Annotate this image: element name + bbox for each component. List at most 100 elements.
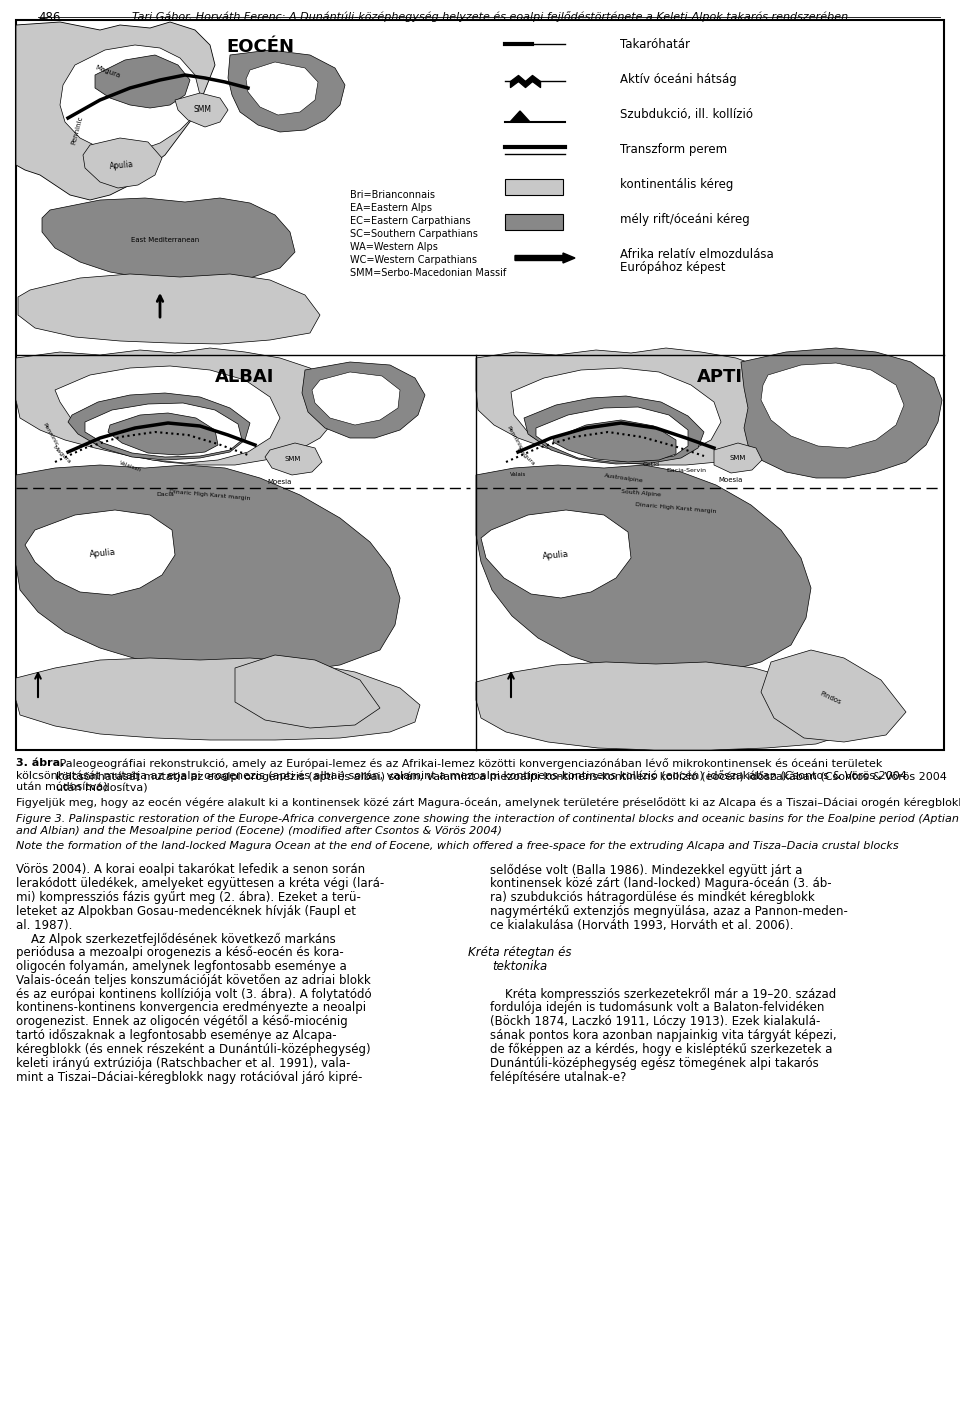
Text: WC=Western Carpathians: WC=Western Carpathians: [350, 255, 477, 265]
Polygon shape: [16, 22, 215, 200]
Text: Valais: Valais: [510, 472, 526, 478]
Text: EA=Eastern Alps: EA=Eastern Alps: [350, 203, 432, 213]
Text: APTI: APTI: [697, 367, 743, 386]
Text: mint a Tiszai–Dáciai-kéregblokk nagy rotációval járó kipré-: mint a Tiszai–Dáciai-kéregblokk nagy rot…: [16, 1071, 362, 1084]
Text: Magura: Magura: [516, 447, 537, 467]
Text: Tari Gábor, Horváth Ferenc: A Dunántúli-középhegység helyzete és eoalpi fejlődés: Tari Gábor, Horváth Ferenc: A Dunántúli-…: [132, 11, 848, 22]
Text: kontinensek közé zárt (land-locked) Magura-óceán (3. áb-: kontinensek közé zárt (land-locked) Magu…: [490, 878, 831, 890]
Polygon shape: [246, 62, 318, 115]
Polygon shape: [175, 93, 228, 128]
Text: Kréta rétegtan és: Kréta rétegtan és: [468, 946, 572, 959]
Text: mi) kompressziós fázis gyűrt meg (2. ábra). Ezeket a terü-: mi) kompressziós fázis gyűrt meg (2. ábr…: [16, 892, 361, 904]
Text: Figyeljük meg, hogy az eocén végére alakult ki a kontinensek közé zárt Magura-óc: Figyeljük meg, hogy az eocén végére alak…: [16, 798, 960, 809]
Text: Apulia: Apulia: [89, 547, 116, 558]
Polygon shape: [85, 402, 242, 457]
Text: Dinaric High Karst margin: Dinaric High Karst margin: [636, 502, 717, 515]
Text: Európához képest: Európához képest: [620, 261, 726, 273]
Polygon shape: [95, 55, 190, 108]
Polygon shape: [510, 111, 530, 122]
Polygon shape: [235, 655, 380, 728]
Bar: [505, 179, 563, 195]
Text: Dunántúli-középhegység egész tömegének alpi takarós: Dunántúli-középhegység egész tömegének a…: [490, 1057, 819, 1070]
Text: EOCÉN: EOCÉN: [226, 38, 294, 56]
Text: Dacia: Dacia: [156, 492, 174, 498]
Text: Takaróhatár: Takaróhatár: [620, 38, 690, 50]
Polygon shape: [476, 348, 794, 465]
Text: és az európai kontinens kollíziója volt (3. ábra). A folytatódó: és az európai kontinens kollíziója volt …: [16, 987, 372, 1001]
Text: Paleogeográfiai rekonstrukció, amely az Európai-lemez és az Afrikai-lemez között: Paleogeográfiai rekonstrukció, amely az …: [56, 758, 947, 794]
Text: (Böckh 1874, Laczkó 1911, Lóczy 1913). Ezek kialakulá-: (Böckh 1874, Laczkó 1911, Lóczy 1913). E…: [490, 1015, 821, 1028]
Text: al. 1987).: al. 1987).: [16, 918, 72, 932]
Text: tartó időszaknak a legfontosabb eseménye az Alcapa-: tartó időszaknak a legfontosabb eseménye…: [16, 1029, 337, 1042]
Text: kontinens-kontinens konvergencia eredményezte a neoalpi: kontinens-kontinens konvergencia eredmén…: [16, 1001, 366, 1015]
Text: Penninic: Penninic: [505, 425, 523, 450]
Polygon shape: [16, 465, 400, 672]
Polygon shape: [16, 348, 340, 465]
Polygon shape: [741, 348, 942, 478]
Polygon shape: [476, 465, 811, 676]
Polygon shape: [302, 362, 425, 437]
Text: Valaisan: Valaisan: [118, 461, 142, 474]
Text: ALBAI: ALBAI: [215, 367, 275, 386]
Text: orogenezist. Ennek az oligocén végétől a késő-miocénig: orogenezist. Ennek az oligocén végétől a…: [16, 1015, 348, 1029]
Polygon shape: [481, 510, 631, 599]
Polygon shape: [511, 367, 721, 463]
Text: 486: 486: [38, 11, 60, 24]
Bar: [505, 215, 563, 230]
Bar: [16, 20, 944, 750]
Polygon shape: [16, 658, 420, 740]
Text: Szubdukció, ill. kollízió: Szubdukció, ill. kollízió: [620, 108, 753, 121]
Text: Apulia: Apulia: [109, 160, 134, 171]
Text: Dinaric High Karst margin: Dinaric High Karst margin: [169, 489, 251, 501]
Text: mély rift/óceáni kéreg: mély rift/óceáni kéreg: [620, 213, 750, 226]
Polygon shape: [761, 363, 904, 449]
Text: fordulója idején is tudomásunk volt a Balaton-felvidéken: fordulója idején is tudomásunk volt a Ba…: [490, 1001, 825, 1015]
Text: keleti irányú extrúziója (Ratschbacher et al. 1991), vala-: keleti irányú extrúziója (Ratschbacher e…: [16, 1057, 350, 1070]
Text: Moesia: Moesia: [719, 477, 743, 484]
Text: nagymértékű extenzjós megnyülása, azaz a Pannon-meden-: nagymértékű extenzjós megnyülása, azaz a…: [490, 904, 848, 918]
Text: WA=Western Alps: WA=Western Alps: [350, 243, 438, 252]
Text: de főképpen az a kérdés, hogy e kisléptékű szerkezetek a: de főképpen az a kérdés, hogy e kislépté…: [490, 1043, 832, 1056]
Polygon shape: [524, 395, 704, 464]
Text: EC=Eastern Carpathians: EC=Eastern Carpathians: [350, 216, 470, 226]
Text: Magura: Magura: [95, 64, 121, 80]
Polygon shape: [60, 45, 200, 151]
Text: Vörös 2004). A korai eoalpi takarókat lefedik a senon során: Vörös 2004). A korai eoalpi takarókat le…: [16, 864, 365, 876]
Text: kéregblokk (és ennek részeként a Dunántúli-középhegység): kéregblokk (és ennek részeként a Dunántú…: [16, 1043, 371, 1056]
Text: SMM: SMM: [285, 456, 301, 463]
Polygon shape: [83, 137, 162, 188]
Text: SMM: SMM: [730, 456, 746, 461]
Text: lerakódott üledékek, amelyeket együttesen a kréta végi (lará-: lerakódott üledékek, amelyeket együttese…: [16, 878, 384, 890]
Text: ce kialakulása (Horváth 1993, Horváth et al. 2006).: ce kialakulása (Horváth 1993, Horváth et…: [490, 918, 794, 932]
Text: SC=Southern Carpathians: SC=Southern Carpathians: [350, 229, 478, 238]
Text: ra) szubdukciós hátragordülése és mindkét kéregblokk: ra) szubdukciós hátragordülése és mindké…: [490, 892, 815, 904]
Text: selődése volt (Balla 1986). Mindezekkel együtt járt a: selődése volt (Balla 1986). Mindezekkel …: [490, 864, 803, 876]
Text: Paleo-
Tethys: Paleo- Tethys: [832, 405, 860, 425]
FancyArrow shape: [515, 252, 575, 264]
Text: South Alpine: South Alpine: [621, 489, 661, 498]
Polygon shape: [714, 443, 762, 472]
Text: Afrika relatív elmozdulása: Afrika relatív elmozdulása: [620, 248, 774, 261]
Text: and Albian) and the Mesoalpine period (Eocene) (modified after Csontos & Vörös 2: and Albian) and the Mesoalpine period (E…: [16, 827, 502, 837]
Polygon shape: [108, 414, 218, 456]
Polygon shape: [18, 273, 320, 343]
Text: kontinentális kéreg: kontinentális kéreg: [620, 178, 733, 191]
Text: Pindos: Pindos: [820, 690, 843, 705]
Text: 3. ábra.: 3. ábra.: [16, 758, 64, 768]
Text: Bri=Brianconnais: Bri=Brianconnais: [350, 191, 435, 200]
Text: Valais-óceán teljes konszumációját követően az adriai blokk: Valais-óceán teljes konszumációját követ…: [16, 974, 371, 987]
Text: leteket az Alpokban Gosau-medencéknek hívják (Faupl et: leteket az Alpokban Gosau-medencéknek hí…: [16, 904, 356, 918]
Text: Apulia: Apulia: [542, 550, 569, 561]
Text: kölcsönhatását mutatja az eoalpi orogenezis (apti és albai) során, valamint a me: kölcsönhatását mutatja az eoalpi orogene…: [16, 771, 907, 781]
Text: Penninic: Penninic: [70, 115, 84, 144]
Text: tektonika: tektonika: [492, 960, 547, 973]
Polygon shape: [55, 366, 280, 463]
Text: Figure 3. Palinspastic restoration of the Europe-Africa convergence zone showing: Figure 3. Palinspastic restoration of th…: [16, 815, 960, 824]
Text: sának pontos kora azonban napjainkig vita tárgyát képezi,: sának pontos kora azonban napjainkig vit…: [490, 1029, 836, 1042]
Text: Magura: Magura: [52, 444, 72, 465]
Text: SMM: SMM: [193, 105, 211, 115]
Text: Dacia-Servin: Dacia-Servin: [666, 467, 706, 472]
Text: Az Alpok szerkezetfejlődésének következő markáns: Az Alpok szerkezetfejlődésének következő…: [16, 932, 336, 946]
Text: felépítésére utalnak-e?: felépítésére utalnak-e?: [490, 1071, 626, 1084]
Text: Penninic: Penninic: [41, 422, 59, 447]
